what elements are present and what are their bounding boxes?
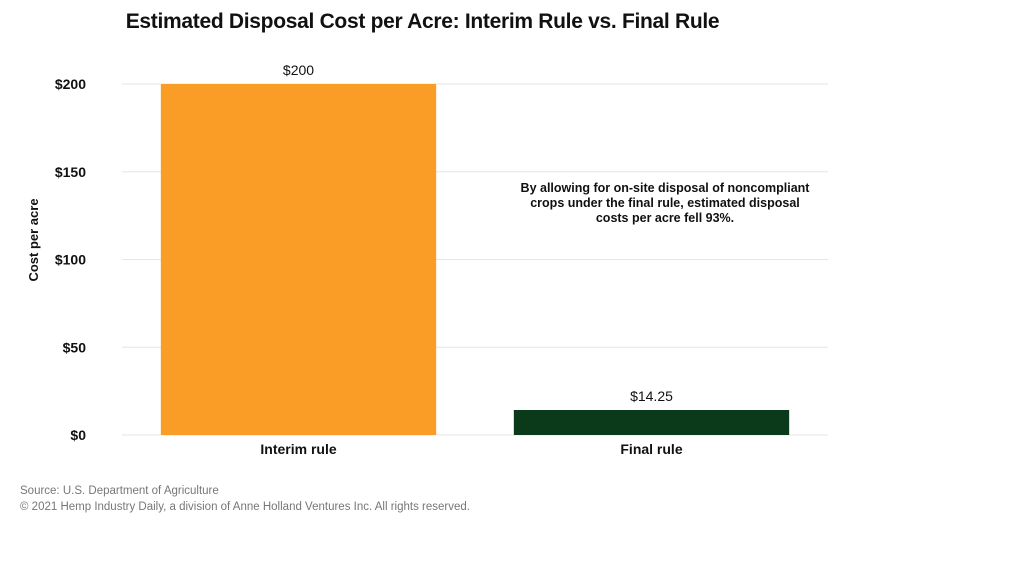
x-tick-label: Interim rule [260,441,336,457]
x-tick-label: Final rule [620,441,682,457]
y-tick-label: $200 [55,76,86,92]
y-tick-label: $100 [55,252,86,268]
chart-annotation: By allowing for on-site disposal of nonc… [520,181,810,225]
data-label: $200 [283,62,314,78]
bar-final-rule [513,409,790,435]
copyright-note: © 2021 Hemp Industry Daily, a division o… [20,501,470,513]
bars: $200 $14.25 [160,62,790,435]
y-tick-label: $150 [55,164,86,180]
y-tick-label: $50 [63,339,87,355]
y-axis: $0 $50 $100 $150 $200 [55,76,86,443]
y-tick-label: $0 [70,427,86,443]
bar-interim-rule [160,84,437,435]
data-label: $14.25 [630,388,673,404]
x-axis: Interim rule Final rule [260,441,682,457]
y-axis-label: Cost per acre [26,198,41,281]
source-note: Source: U.S. Department of Agriculture [20,485,219,497]
chart-title: Estimated Disposal Cost per Acre: Interi… [125,10,720,33]
